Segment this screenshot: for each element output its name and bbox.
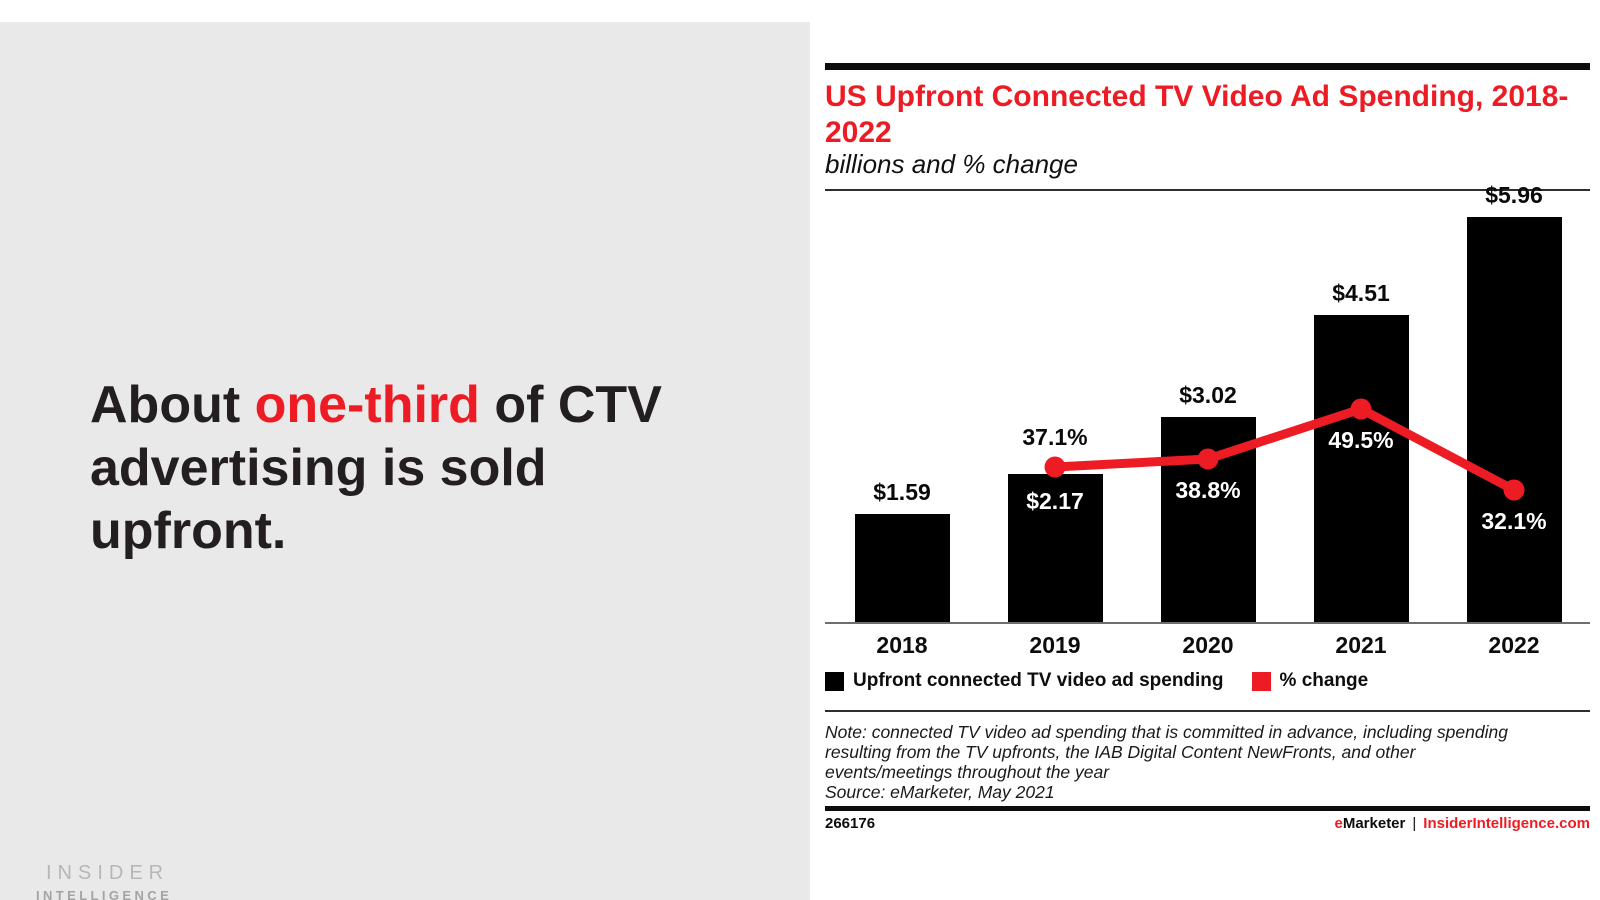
headline: About one-third of CTV advertising is so… — [90, 374, 730, 563]
value-label-2020: $3.02 — [1179, 382, 1237, 408]
year-label-2018: 2018 — [876, 632, 928, 658]
legend: Upfront connected TV video ad spending % … — [825, 670, 1368, 692]
legend-swatch-0 — [825, 671, 844, 691]
pct-change-point-0 — [1044, 456, 1066, 478]
pct-change-point-2 — [1350, 398, 1372, 420]
title-divider — [825, 189, 1590, 191]
bar-2018 — [854, 514, 950, 622]
value-label-2021: $4.51 — [1332, 280, 1390, 306]
legend-label-1: % change — [1279, 670, 1369, 691]
pct-label-2022: 32.1% — [1481, 508, 1547, 534]
headline-line-1: About one-third of CTV — [90, 374, 730, 437]
top-rule — [825, 63, 1590, 70]
legend-item-0: Upfront connected TV video ad spending — [825, 670, 1224, 692]
year-label-2020: 2020 — [1182, 632, 1234, 658]
value-label-2022: $5.96 — [1485, 182, 1543, 208]
plot-area: $1.59 $2.17 37.1% $3.02 38.8% $4.51 49.5% $5.96… — [825, 182, 1590, 624]
legend-swatch-1 — [1251, 671, 1271, 691]
value-label-2018: $1.59 — [873, 479, 931, 505]
year-label-2019: 2019 — [1029, 632, 1081, 658]
pct-change-line — [1044, 398, 1525, 501]
emarketer-rest: Marketer — [1342, 815, 1406, 832]
pct-change-point-1 — [1197, 448, 1219, 470]
legend-item-1: % change — [1251, 670, 1369, 692]
insider-intelligence-logo: INSIDER INTELLIGENCE — [36, 862, 172, 900]
pct-label-2021: 49.5% — [1328, 427, 1394, 453]
bar-2019 — [1007, 474, 1103, 622]
note-divider — [825, 710, 1590, 712]
bar-chart: $1.59 $2.17 37.1% $3.02 38.8% $4.51 49.5% $5.96… — [825, 182, 1590, 626]
note-line: Note: connected TV video ad spending tha… — [825, 722, 1508, 742]
value-label-2019: $2.17 — [1026, 488, 1084, 514]
headline-text-pre: About — [90, 376, 255, 434]
note-line: resulting from the TV upfronts, the IAB … — [825, 742, 1416, 762]
emarketer-e: e — [1334, 815, 1343, 832]
headline-line-3: upfront. — [90, 502, 287, 560]
left-panel: About one-third of CTV advertising is so… — [0, 22, 810, 900]
bar-2022 — [1466, 217, 1562, 622]
chart-subtitle: billions and % change — [825, 149, 1078, 179]
bar-2021 — [1313, 315, 1409, 622]
legend-label-0: Upfront connected TV video ad spending — [853, 670, 1224, 691]
logo-intelligence-text: INTELLIGENCE — [36, 888, 173, 900]
logo-insider-text: INSIDER — [46, 862, 170, 884]
year-label-2021: 2021 — [1335, 632, 1387, 658]
headline-line-2: advertising is sold — [90, 439, 547, 497]
x-axis-labels: 2018 2019 2020 2021 2022 — [825, 632, 1590, 658]
note-line: events/meetings throughout the year — [825, 762, 1110, 782]
chart-title: US Upfront Connected TV Video Ad Spendin… — [825, 80, 1569, 149]
source-line: Source: eMarketer, May 2021 — [825, 782, 1055, 802]
headline-text-post: of CTV — [479, 376, 662, 434]
pct-change-path — [1050, 404, 1519, 495]
brand-separator: | — [1412, 815, 1417, 832]
footer-rule — [825, 806, 1590, 811]
chart-id: 266176 — [825, 815, 876, 832]
headline-highlight: one-third — [254, 376, 480, 434]
insider-intelligence-link[interactable]: InsiderIntelligence.com — [1423, 815, 1590, 832]
pct-label-2020: 38.8% — [1175, 477, 1241, 503]
brand-line: eMarketer | InsiderIntelligence.com — [1334, 815, 1590, 832]
year-label-2022: 2022 — [1488, 632, 1540, 658]
pct-label-2019: 37.1% — [1022, 424, 1088, 450]
pct-change-point-3 — [1503, 479, 1525, 501]
chart-panel: US Upfront Connected TV Video Ad Spendin… — [825, 0, 1590, 900]
note: Note: connected TV video ad spending tha… — [825, 722, 1590, 802]
